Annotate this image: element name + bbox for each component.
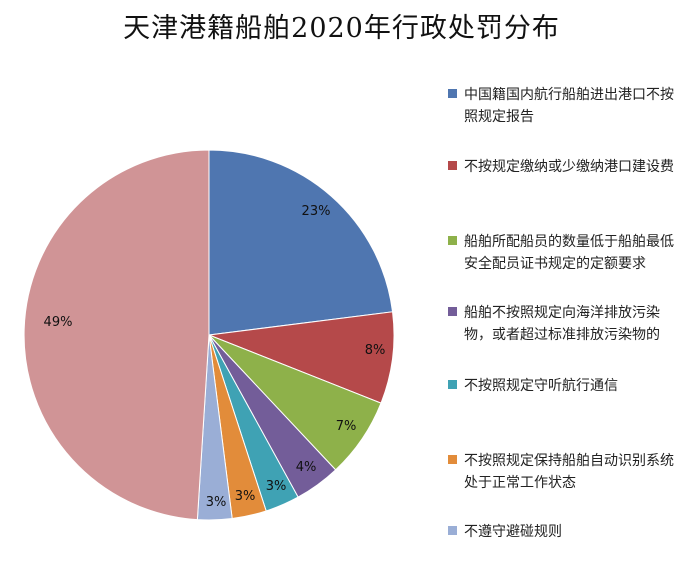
legend-label: 不按照规定保持船舶自动识别系统处于正常工作状态 [464, 453, 674, 491]
pie-slice [208, 311, 395, 404]
slice-label: 3% [206, 495, 227, 510]
slice-label: 3% [235, 489, 256, 504]
pie-slice [23, 149, 210, 521]
legend-item: 船舶所配船员的数量低于船舶最低安全配员证书规定的定额要求 [448, 231, 676, 275]
pie-slice [208, 149, 394, 336]
legend-swatch [448, 236, 457, 245]
slice-label: 3% [266, 479, 287, 494]
legend-swatch [448, 307, 457, 316]
legend-swatch [448, 455, 457, 464]
slice-label: 23% [302, 204, 331, 219]
slice-label: 7% [336, 419, 357, 434]
legend-label: 中国籍国内航行船舶进出港口不按照规定报告 [464, 87, 674, 125]
legend-item: 不按照规定守听航行通信 [448, 375, 676, 397]
legend-label: 不遵守避碰规则 [464, 524, 562, 540]
legend-item: 不遵守避碰规则 [448, 521, 676, 543]
slice-label: 49% [44, 315, 73, 330]
slice-label: 8% [365, 343, 386, 358]
slice-label: 4% [296, 460, 317, 475]
legend-label: 船舶不按照规定向海洋排放污染物，或者超过标准排放污染物的 [464, 305, 660, 343]
legend-swatch [448, 161, 457, 170]
legend-label: 船舶所配船员的数量低于船舶最低安全配员证书规定的定额要求 [464, 234, 674, 272]
legend-swatch [448, 89, 457, 98]
legend-item: 船舶不按照规定向海洋排放污染物，或者超过标准排放污染物的 [448, 302, 676, 346]
legend-item: 不按照规定保持船舶自动识别系统处于正常工作状态 [448, 450, 676, 494]
legend-label: 不按规定缴纳或少缴纳港口建设费 [464, 159, 674, 175]
legend-label: 不按照规定守听航行通信 [464, 378, 618, 394]
chart-title: 天津港籍船舶2020年行政处罚分布 [123, 13, 560, 44]
legend-item: 中国籍国内航行船舶进出港口不按照规定报告 [448, 84, 676, 128]
legend-swatch [448, 526, 457, 535]
legend-swatch [448, 380, 457, 389]
legend-item: 不按规定缴纳或少缴纳港口建设费 [448, 156, 676, 178]
